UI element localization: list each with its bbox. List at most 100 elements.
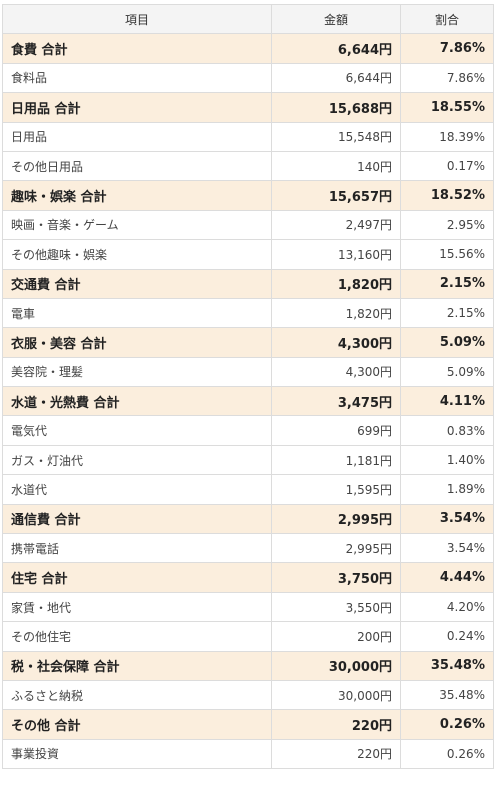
row-label: 電車: [2, 297, 272, 329]
category-total-row: その他 合計 220円 0.26%: [2, 709, 494, 740]
header-amount: 金額: [271, 3, 401, 35]
category-total-row: 水道・光熱費 合計 3,475円 4.11%: [2, 386, 494, 417]
row-label: 住宅 合計: [2, 562, 272, 593]
row-amount: 15,548円: [271, 121, 401, 152]
table-row: その他趣味・娯楽 13,160円 15.56%: [2, 239, 494, 270]
category-total-row: 住宅 合計 3,750円 4.44%: [2, 562, 494, 593]
row-label: その他趣味・娯楽: [2, 239, 272, 270]
row-amount: 220円: [271, 738, 401, 770]
row-amount: 30,000円: [271, 650, 401, 681]
row-label: 食費 合計: [2, 33, 272, 64]
row-amount: 3,550円: [271, 591, 401, 623]
row-ratio: 3.54%: [400, 503, 494, 535]
row-amount: 3,750円: [271, 562, 401, 593]
row-ratio: 3.54%: [400, 533, 494, 564]
row-ratio: 4.11%: [400, 386, 494, 417]
table-row: 電車 1,820円 2.15%: [2, 297, 494, 329]
row-ratio: 1.40%: [400, 444, 494, 476]
row-amount: 1,820円: [271, 297, 401, 329]
row-ratio: 0.17%: [400, 150, 494, 182]
row-amount: 1,820円: [271, 268, 401, 299]
table-row: 食料品 6,644円 7.86%: [2, 62, 494, 94]
row-label: 家賃・地代: [2, 591, 272, 623]
row-label: 水道代: [2, 474, 272, 505]
row-ratio: 35.48%: [400, 650, 494, 681]
row-label: 日用品 合計: [2, 92, 272, 123]
row-ratio: 15.56%: [400, 239, 494, 270]
row-label: 交通費 合計: [2, 268, 272, 299]
row-amount: 15,688円: [271, 92, 401, 123]
table-header: 項目 金額 割合: [2, 3, 494, 35]
row-ratio: 1.89%: [400, 474, 494, 505]
row-label: 水道・光熱費 合計: [2, 386, 272, 417]
row-amount: 1,181円: [271, 444, 401, 476]
category-total-row: 趣味・娯楽 合計 15,657円 18.52%: [2, 180, 494, 211]
row-ratio: 2.95%: [400, 209, 494, 241]
row-ratio: 35.48%: [400, 679, 494, 711]
row-amount: 13,160円: [271, 239, 401, 270]
row-amount: 6,644円: [271, 33, 401, 64]
row-amount: 2,497円: [271, 209, 401, 241]
row-ratio: 4.20%: [400, 591, 494, 623]
row-label: 衣服・美容 合計: [2, 327, 272, 358]
row-amount: 15,657円: [271, 180, 401, 211]
header-ratio: 割合: [400, 3, 494, 35]
header-row: 項目 金額 割合: [2, 3, 494, 35]
row-amount: 4,300円: [271, 356, 401, 388]
row-ratio: 0.83%: [400, 415, 494, 446]
expense-table-container: 項目 金額 割合 食費 合計 6,644円 7.86% 食料品 6,644円 7.86% 日…: [2, 3, 494, 770]
row-label: 食料品: [2, 62, 272, 94]
category-total-row: 税・社会保障 合計 30,000円 35.48%: [2, 650, 494, 681]
category-total-row: 交通費 合計 1,820円 2.15%: [2, 268, 494, 299]
expense-table: 項目 金額 割合 食費 合計 6,644円 7.86% 食料品 6,644円 7.86% 日…: [2, 3, 494, 770]
row-label: 事業投資: [2, 738, 272, 770]
row-amount: 220円: [271, 709, 401, 740]
row-ratio: 18.55%: [400, 92, 494, 123]
row-label: その他住宅: [2, 621, 272, 652]
row-ratio: 5.09%: [400, 356, 494, 388]
row-amount: 2,995円: [271, 503, 401, 535]
row-ratio: 5.09%: [400, 327, 494, 358]
row-label: 税・社会保障 合計: [2, 650, 272, 681]
category-total-row: 日用品 合計 15,688円 18.55%: [2, 92, 494, 123]
row-ratio: 2.15%: [400, 268, 494, 299]
row-label: 美容院・理髪: [2, 356, 272, 388]
row-label: その他日用品: [2, 150, 272, 182]
table-row: その他住宅 200円 0.24%: [2, 621, 494, 652]
row-ratio: 2.15%: [400, 297, 494, 329]
row-label: 日用品: [2, 121, 272, 152]
table-row: 映画・音楽・ゲーム 2,497円 2.95%: [2, 209, 494, 241]
row-label: ガス・灯油代: [2, 444, 272, 476]
row-amount: 4,300円: [271, 327, 401, 358]
row-amount: 140円: [271, 150, 401, 182]
table-row: 水道代 1,595円 1.89%: [2, 474, 494, 505]
table-body: 食費 合計 6,644円 7.86% 食料品 6,644円 7.86% 日用品 合計 15,6…: [2, 33, 494, 770]
row-ratio: 7.86%: [400, 62, 494, 94]
row-amount: 200円: [271, 621, 401, 652]
row-ratio: 7.86%: [400, 33, 494, 64]
row-label: 携帯電話: [2, 533, 272, 564]
category-total-row: 通信費 合計 2,995円 3.54%: [2, 503, 494, 535]
row-ratio: 18.39%: [400, 121, 494, 152]
row-label: 映画・音楽・ゲーム: [2, 209, 272, 241]
row-label: 趣味・娯楽 合計: [2, 180, 272, 211]
row-ratio: 0.26%: [400, 709, 494, 740]
row-ratio: 18.52%: [400, 180, 494, 211]
table-row: その他日用品 140円 0.17%: [2, 150, 494, 182]
table-row: 日用品 15,548円 18.39%: [2, 121, 494, 152]
row-ratio: 4.44%: [400, 562, 494, 593]
row-amount: 6,644円: [271, 62, 401, 94]
header-item: 項目: [2, 3, 272, 35]
row-amount: 1,595円: [271, 474, 401, 505]
table-row: 電気代 699円 0.83%: [2, 415, 494, 446]
table-row: 家賃・地代 3,550円 4.20%: [2, 591, 494, 623]
row-amount: 30,000円: [271, 679, 401, 711]
category-total-row: 衣服・美容 合計 4,300円 5.09%: [2, 327, 494, 358]
row-amount: 2,995円: [271, 533, 401, 564]
row-ratio: 0.26%: [400, 738, 494, 770]
table-row: ガス・灯油代 1,181円 1.40%: [2, 444, 494, 476]
row-label: 通信費 合計: [2, 503, 272, 535]
row-label: その他 合計: [2, 709, 272, 740]
row-amount: 3,475円: [271, 386, 401, 417]
row-label: 電気代: [2, 415, 272, 446]
